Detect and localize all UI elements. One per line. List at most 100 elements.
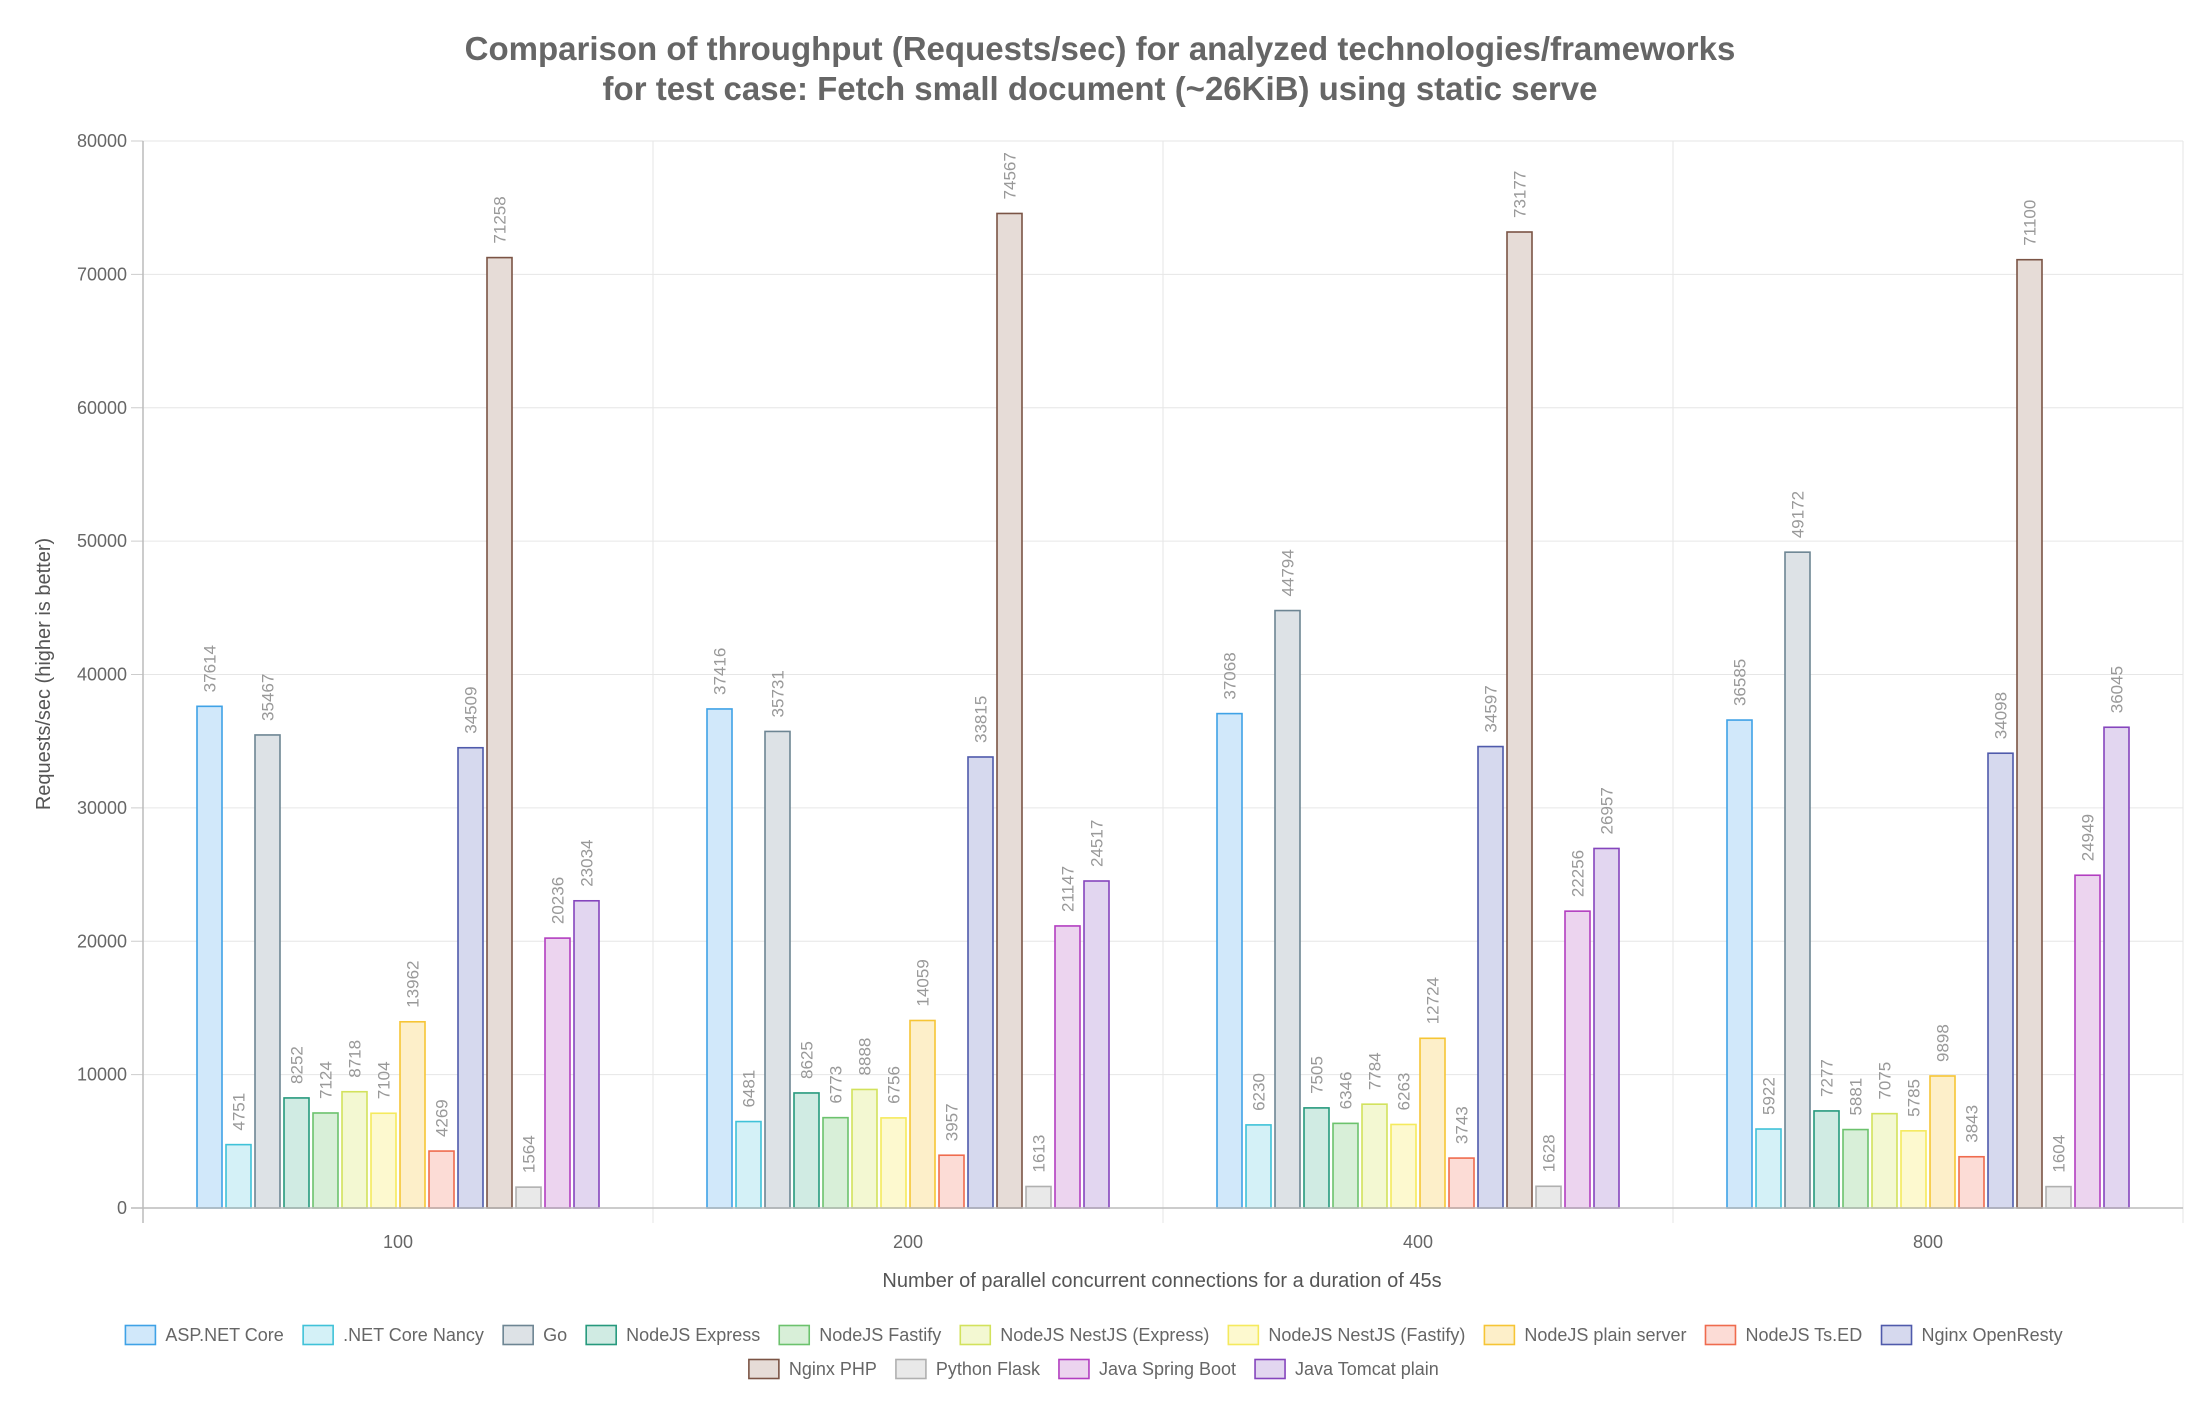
bar: [967, 756, 994, 1209]
bar: [2103, 726, 2130, 1209]
bar: [996, 212, 1023, 1209]
bar-value-label: 24949: [2079, 814, 2098, 861]
legend-swatch: [778, 1324, 811, 1346]
bar: [706, 708, 733, 1209]
y-tick-label: 0: [117, 1198, 127, 1218]
bar-value-label: 73177: [1511, 171, 1530, 218]
bar-value-label: 5881: [1847, 1078, 1866, 1116]
legend-label: NodeJS plain server: [1524, 1325, 1686, 1345]
legend-label: NodeJS NestJS (Express): [1000, 1325, 1209, 1345]
bar-value-label: 3843: [1963, 1105, 1982, 1143]
legend-label: Java Spring Boot: [1099, 1359, 1236, 1379]
bar: [2016, 258, 2043, 1209]
bar-value-label: 12724: [1424, 977, 1443, 1024]
bar-value-label: 44794: [1279, 549, 1298, 596]
legend-swatch: [1880, 1324, 1913, 1346]
legend-swatch: [959, 1324, 992, 1346]
bar-value-label: 7075: [1876, 1062, 1895, 1100]
bar-value-label: 14059: [914, 959, 933, 1006]
bar-value-label: 24517: [1088, 820, 1107, 867]
legend-item: NodeJS plain server: [1483, 1324, 1686, 1346]
bar-value-label: 6230: [1250, 1073, 1269, 1111]
bar-value-label: 8252: [288, 1046, 307, 1084]
y-tick-label: 50000: [77, 531, 127, 551]
bar-labels-layer: 37614 4751 35467 8252 7124 8718 7104 13962 4269 3…: [201, 152, 2127, 1173]
bar-value-label: 8888: [856, 1038, 875, 1076]
legend-swatch: [1704, 1324, 1737, 1346]
legend-swatch: [1058, 1358, 1090, 1380]
bar-value-label: 8718: [346, 1040, 365, 1078]
bar-value-label: 13962: [404, 961, 423, 1008]
bar-value-label: 7505: [1308, 1056, 1327, 1094]
bar-value-label: 5785: [1905, 1079, 1924, 1117]
bar: [1274, 609, 1301, 1209]
bar-value-label: 34509: [462, 686, 481, 733]
bar: [1958, 1155, 1985, 1209]
bar: [225, 1143, 252, 1209]
bar-value-label: 6481: [740, 1070, 759, 1108]
bar: [938, 1154, 965, 1209]
legend-item: ASP.NET Core: [124, 1324, 284, 1346]
bar: [1245, 1124, 1272, 1209]
bar: [573, 899, 600, 1209]
bar: [1535, 1185, 1562, 1209]
legend-item: Go: [502, 1324, 567, 1346]
bar: [1564, 910, 1591, 1209]
bar-value-label: 3957: [943, 1103, 962, 1141]
bar: [428, 1150, 455, 1209]
y-tick-label: 80000: [77, 131, 127, 151]
bar-value-label: 1564: [520, 1135, 539, 1173]
bar: [1390, 1123, 1417, 1209]
x-tick-label: 200: [893, 1232, 923, 1252]
bar: [196, 705, 223, 1209]
bar-value-label: 36045: [2108, 666, 2127, 713]
bar: [515, 1186, 542, 1209]
bar: [793, 1092, 820, 1209]
bar-value-label: 1628: [1540, 1134, 1559, 1172]
y-tick-label: 70000: [77, 264, 127, 284]
bar: [1477, 745, 1504, 1209]
bar: [341, 1090, 368, 1209]
bar: [486, 256, 513, 1209]
bar-value-label: 71100: [2021, 200, 2040, 246]
bar-value-label: 74567: [1001, 152, 1020, 199]
bar-value-label: 9898: [1934, 1024, 1953, 1062]
bar-value-label: 35731: [769, 670, 788, 717]
bar-value-label: 26957: [1598, 787, 1617, 834]
y-tick-label: 20000: [77, 931, 127, 951]
legend-swatch: [1227, 1324, 1260, 1346]
bar-value-label: 6773: [827, 1066, 846, 1104]
bar-value-label: 21147: [1059, 866, 1078, 912]
bar: [1083, 880, 1110, 1209]
legend-item: NodeJS NestJS (Express): [959, 1324, 1209, 1346]
bar: [1448, 1157, 1475, 1209]
bar-value-label: 22256: [1569, 850, 1588, 897]
bar: [822, 1116, 849, 1209]
legend-label: Go: [543, 1325, 567, 1345]
legend-label: NodeJS NestJS (Fastify): [1268, 1325, 1465, 1345]
bar: [312, 1112, 339, 1209]
bar: [1755, 1128, 1782, 1209]
legend-label: Python Flask: [936, 1359, 1041, 1379]
bar-value-label: 33815: [972, 696, 991, 743]
legend-swatch: [124, 1324, 157, 1346]
bar: [1900, 1130, 1927, 1209]
bar-value-label: 23034: [578, 840, 597, 887]
legend-label: NodeJS Express: [626, 1325, 760, 1345]
bar-value-label: 4269: [433, 1099, 452, 1137]
bar: [851, 1088, 878, 1209]
bar: [1025, 1185, 1052, 1209]
bar: [764, 730, 791, 1209]
bar-value-label: 34098: [1992, 692, 2011, 739]
y-tick-label: 60000: [77, 398, 127, 418]
bar: [399, 1020, 426, 1209]
grid-lines: [142, 140, 2184, 1223]
chart-title-line-2: for test case: Fetch small document (~26…: [603, 70, 1598, 107]
legend-item: NodeJS Fastify: [778, 1324, 941, 1346]
bar: [1593, 847, 1620, 1209]
bar-value-label: 6346: [1337, 1072, 1356, 1110]
bar: [1506, 231, 1533, 1209]
legend-swatch: [502, 1324, 534, 1346]
legend-item: NodeJS Express: [585, 1324, 760, 1346]
